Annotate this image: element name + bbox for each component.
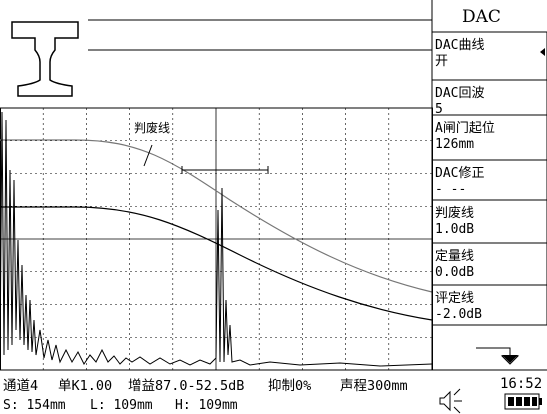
menu-pointer <box>540 48 545 56</box>
battery-tip <box>539 398 542 405</box>
menu-item-label: 定量线 <box>435 249 474 264</box>
measurement-field: H: 109mm <box>175 398 238 413</box>
menu-item-value: 5 <box>435 102 443 117</box>
status-field: 单K1.00 <box>58 378 112 394</box>
menu-item-label: DAC回波 <box>435 86 484 101</box>
measurement-field: S: 154mm <box>3 398 66 413</box>
status-field: 通道4 <box>3 378 38 394</box>
menu-item-value: -2.0dB <box>435 307 482 322</box>
status-field: 抑制0% <box>268 378 311 394</box>
battery-level <box>508 397 537 406</box>
speaker-icon <box>439 388 462 414</box>
curve-annotation: 判废线 <box>134 120 170 135</box>
menu-item-label: A闸门起位 <box>435 121 495 136</box>
menu-item[interactable] <box>431 284 547 326</box>
menu-item-value: - -- <box>435 182 466 197</box>
menu-item-label: DAC修正 <box>435 166 484 181</box>
menu-item-value: 126mm <box>435 137 474 152</box>
menu-item-value: 0.0dB <box>435 265 474 280</box>
status-field: 增益87.0-52.5dB <box>128 378 244 394</box>
menu-title: DAC <box>462 7 501 27</box>
measurement-field: L: 109mm <box>90 398 153 413</box>
scroll-arrow-line <box>476 347 520 365</box>
menu-item-value: 开 <box>435 54 448 69</box>
clock: 16:52 <box>500 376 542 392</box>
menu-item-label: 评定线 <box>435 291 474 306</box>
menu-item-label: 判废线 <box>435 205 474 221</box>
dac-curve <box>0 206 433 321</box>
menu-item-value: 1.0dB <box>435 222 474 237</box>
status-bar: 通道4 单K1.00 增益87.0-52.5dB 抑制0% 声程300mm S: 154m… <box>3 378 408 413</box>
dac-curve <box>0 139 433 293</box>
status-field: 声程300mm <box>340 378 408 394</box>
annotation-leader <box>143 144 153 167</box>
rail-icon <box>11 21 79 97</box>
a-scan-waveform <box>0 111 433 367</box>
scroll-down-button[interactable] <box>502 355 518 363</box>
menu-item-label: DAC曲线 <box>435 38 484 53</box>
